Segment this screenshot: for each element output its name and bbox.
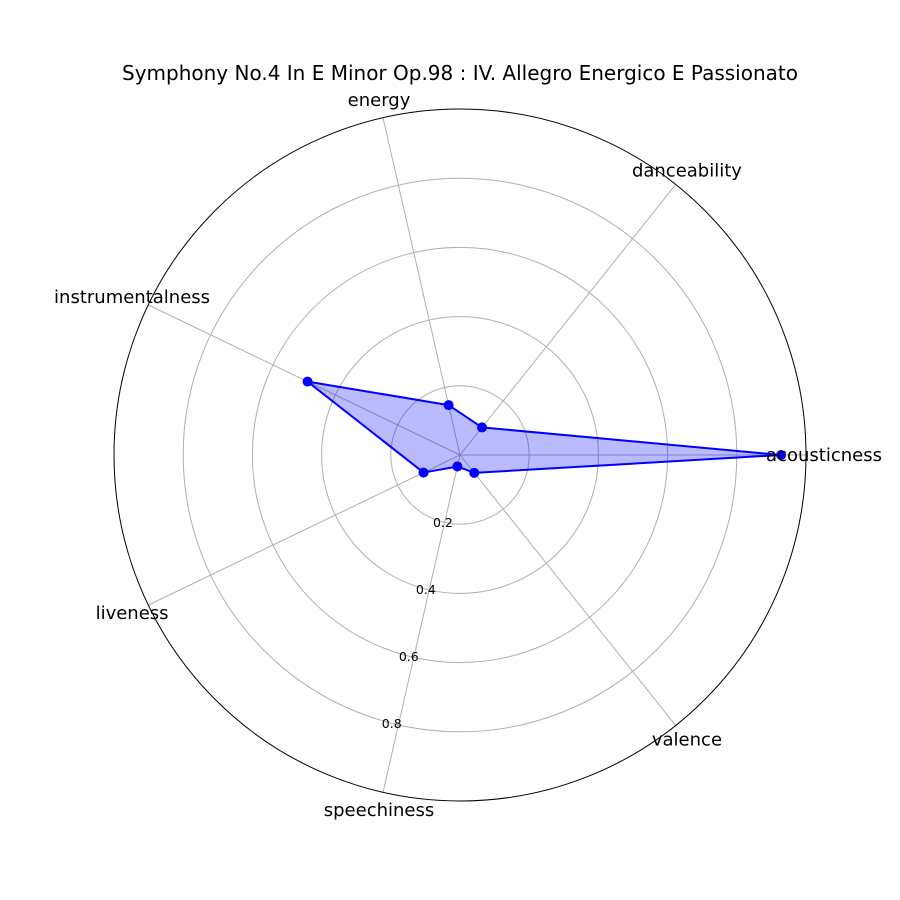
axis-label-acousticness: acousticness [766, 445, 882, 466]
axis-label-liveness: liveness [96, 603, 169, 624]
data-point-energy [443, 400, 454, 411]
spoke-valence [459, 454, 677, 726]
data-point-instrumentalness [302, 376, 313, 387]
data-point-valence [469, 467, 480, 478]
data-point-speechiness [452, 461, 463, 472]
data-point-danceability [477, 422, 488, 433]
axis-label-instrumentalness: instrumentalness [54, 287, 210, 308]
axis-label-valence: valence [652, 730, 722, 751]
data-point-acousticness [776, 450, 787, 460]
r-tick-label-0: 0.2 [433, 515, 453, 530]
spoke-speechiness [382, 454, 461, 793]
spoke-energy [382, 117, 461, 456]
axis-label-speechiness: speechiness [324, 800, 435, 821]
radial-tick-labels: 0.2 0.4 0.6 0.8 [382, 515, 453, 731]
spoke-liveness [148, 454, 461, 606]
data-point-liveness [418, 467, 429, 478]
axis-label-danceability: danceability [632, 160, 742, 181]
r-tick-label-3: 0.8 [382, 716, 402, 731]
axis-label-energy: energy [348, 90, 411, 111]
chart-title: Symphony No.4 In E Minor Op.98 : IV. All… [122, 61, 798, 85]
r-tick-label-2: 0.6 [399, 649, 419, 664]
spoke-danceability [459, 184, 677, 456]
data-series [302, 376, 787, 478]
r-tick-label-1: 0.4 [416, 582, 436, 597]
series-area [307, 381, 782, 473]
outer-frame [113, 108, 807, 802]
axis-labels: acousticness danceability energy instrument… [54, 90, 882, 821]
